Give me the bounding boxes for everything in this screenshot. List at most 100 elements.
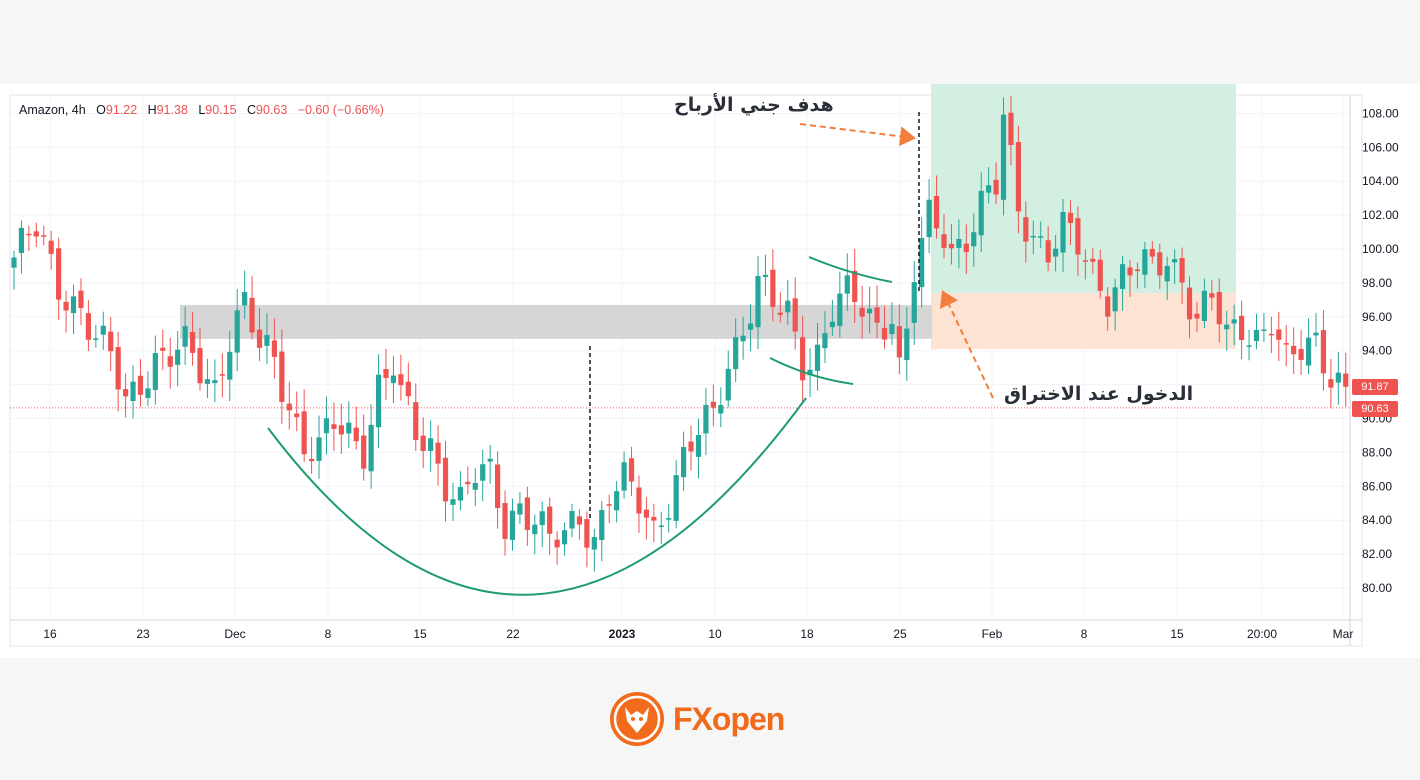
candle-body	[1335, 372, 1341, 383]
candle-body	[450, 499, 456, 505]
x-tick-label: 2023	[609, 627, 636, 641]
candle-body	[911, 282, 917, 323]
candle	[1231, 304, 1237, 346]
candle-body	[1149, 248, 1155, 257]
candle-body	[1224, 324, 1230, 330]
candle	[755, 256, 761, 349]
candle-body	[160, 347, 166, 351]
candle-body	[628, 458, 635, 482]
x-tick-label: Feb	[982, 627, 1003, 641]
candle-body	[747, 323, 754, 330]
chart-canvas[interactable]: 80.0082.0084.0086.0088.0090.0092.0094.00…	[0, 84, 1420, 658]
y-tick-label: 94.00	[1362, 344, 1392, 358]
take-profit-arrow	[799, 123, 916, 147]
candle-body	[1216, 291, 1222, 325]
candle-body	[405, 381, 411, 397]
y-tick-label: 108.00	[1362, 106, 1399, 120]
candle-body	[1000, 114, 1007, 200]
candle-body	[837, 293, 843, 327]
candle-body	[1186, 287, 1193, 320]
x-tick-label: 23	[136, 627, 150, 641]
candle-body	[606, 504, 612, 506]
candle-body	[614, 491, 620, 511]
candle	[182, 306, 188, 365]
candle	[911, 260, 917, 345]
handle-upper-line	[808, 256, 893, 283]
candle-body	[792, 298, 798, 332]
fxopen-wordmark: FXopen	[673, 700, 785, 737]
candle-body	[733, 337, 739, 370]
trade-zones	[180, 84, 1236, 350]
candle	[234, 289, 240, 372]
fox-head-icon	[610, 692, 664, 746]
candle-body	[509, 510, 516, 540]
candle	[814, 322, 821, 391]
candle	[442, 440, 449, 522]
candle-body	[353, 427, 359, 442]
candle-body	[1045, 240, 1051, 263]
handle-lower-line	[769, 357, 854, 385]
candle	[212, 359, 218, 403]
breakout-entry-annotation: الدخول عند الاختراق	[1004, 383, 1194, 405]
candle-body	[1157, 252, 1163, 276]
stop-loss-zone	[931, 293, 1236, 350]
candle	[1157, 243, 1163, 290]
close-value: 90.63	[256, 103, 288, 117]
candle	[1253, 313, 1260, 350]
candle	[249, 276, 255, 340]
candle	[1000, 97, 1007, 216]
candle-body	[1172, 259, 1178, 263]
y-tick-label: 102.00	[1362, 208, 1399, 222]
candle	[539, 501, 545, 548]
candle-body	[978, 190, 984, 236]
candle-body	[926, 199, 932, 238]
candle	[1261, 312, 1267, 343]
x-tick-label: 22	[506, 627, 520, 641]
candle	[271, 318, 277, 379]
candle-body	[859, 307, 865, 317]
candle	[1179, 247, 1185, 305]
candle	[1246, 329, 1252, 361]
candle-body	[993, 179, 999, 195]
take-profit-zone	[931, 84, 1236, 294]
candle	[1097, 249, 1103, 299]
candle	[472, 468, 478, 507]
candle-body	[800, 337, 806, 381]
candle	[390, 355, 397, 404]
candle-body	[346, 422, 352, 434]
candle-body	[666, 518, 672, 520]
candle	[435, 425, 441, 486]
candle-body	[256, 329, 263, 348]
candle-body	[227, 351, 233, 380]
candle	[1194, 301, 1200, 333]
candle	[375, 354, 382, 449]
candle	[1201, 278, 1207, 329]
candle-body	[85, 313, 91, 340]
candle	[785, 279, 791, 325]
candle	[1045, 226, 1051, 272]
candle-body	[710, 401, 716, 408]
x-tick-label: 15	[1170, 627, 1184, 641]
candle	[1127, 259, 1133, 297]
candle-body	[100, 325, 106, 335]
candle-body	[242, 292, 248, 306]
candle	[1320, 310, 1327, 391]
candle-body	[852, 270, 858, 302]
candle	[606, 494, 612, 524]
candle	[740, 316, 746, 360]
candle	[130, 365, 136, 419]
candle	[1209, 280, 1215, 311]
y-tick-label: 84.00	[1362, 513, 1392, 527]
candle	[591, 528, 597, 572]
candle-body	[561, 530, 568, 545]
candle-body	[93, 338, 99, 340]
x-tick-label: 8	[325, 627, 332, 641]
candle-body	[1030, 235, 1036, 238]
candle	[78, 278, 84, 326]
candle	[338, 403, 344, 454]
candle	[405, 362, 411, 406]
candle	[70, 284, 77, 334]
candle-body	[725, 368, 731, 401]
candle	[137, 359, 144, 407]
candle-body	[167, 356, 173, 367]
